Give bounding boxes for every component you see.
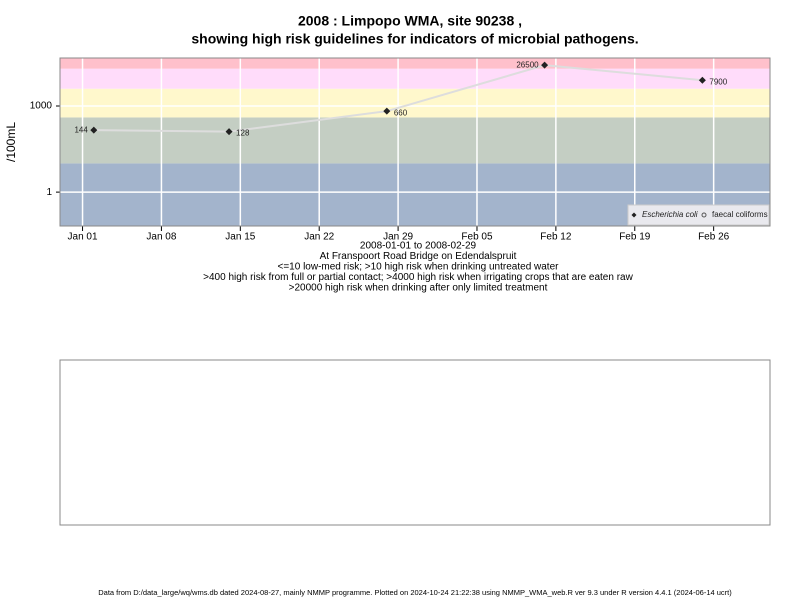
legend-marker	[631, 212, 637, 218]
y-tick-label: 1000	[30, 101, 53, 112]
y-axis-label: /100mL	[4, 122, 18, 162]
data-label: 144	[74, 125, 88, 134]
legend-label: faecal coliforms	[712, 210, 768, 219]
chart-title: 2008 : Limpopo WMA, site 90238 ,	[298, 13, 522, 29]
x-axis-note: At Franspoort Road Bridge on Edendalspru…	[320, 251, 517, 262]
chart-subtitle: showing high risk guidelines for indicat…	[191, 31, 638, 47]
x-tick-label: Jan 29	[383, 232, 413, 243]
data-label: 660	[394, 108, 408, 117]
x-tick-label: Feb 26	[698, 232, 730, 243]
risk-band	[60, 68, 770, 89]
y-tick-label: 1	[46, 187, 52, 198]
x-axis-note: 2008-01-01 to 2008-02-29	[360, 241, 477, 252]
x-axis-note: >400 high risk from full or partial cont…	[203, 272, 633, 283]
x-tick-label: Jan 15	[225, 232, 255, 243]
data-point	[383, 107, 391, 115]
risk-band	[60, 117, 770, 164]
x-tick-label: Jan 08	[146, 232, 176, 243]
x-axis-note: >20000 high risk when drinking after onl…	[289, 283, 548, 294]
x-tick-label: Feb 05	[461, 232, 493, 243]
x-tick-label: Feb 19	[619, 232, 651, 243]
data-label: 128	[236, 129, 250, 138]
x-tick-label: Jan 22	[304, 232, 334, 243]
data-point	[225, 128, 233, 136]
legend-label: Escherichia coli	[642, 210, 698, 219]
data-point	[541, 61, 549, 69]
legend-box	[627, 204, 770, 226]
plot-frame	[59, 57, 771, 227]
x-tick-label: Jan 01	[68, 232, 98, 243]
data-label: 7900	[709, 77, 727, 86]
data-point	[90, 126, 98, 134]
data-label: 26500	[516, 60, 539, 69]
legend-marker	[701, 212, 707, 218]
risk-band	[60, 58, 770, 69]
data-point	[698, 76, 706, 84]
empty-panel	[59, 359, 771, 526]
x-axis-note: <=10 low-med risk; >10 high risk when dr…	[278, 262, 560, 273]
footer: Data from D:/data_large/wq/wms.db dated …	[98, 588, 732, 597]
x-tick-label: Feb 12	[540, 232, 572, 243]
